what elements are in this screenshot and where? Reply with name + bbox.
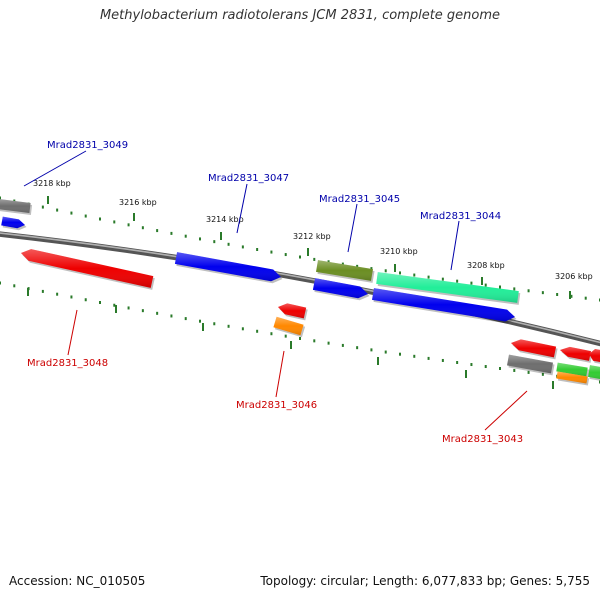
leader-3049 <box>23 150 87 187</box>
tick-label-3212: 3212 kbp <box>293 232 331 241</box>
gene-arrow[interactable] <box>273 316 306 338</box>
gene-arrow-gloss <box>312 278 368 299</box>
leader-3047 <box>236 183 248 234</box>
gene-arrow-gloss <box>588 365 600 380</box>
label-leaders <box>23 150 528 431</box>
leader-3046 <box>275 350 285 398</box>
gene-arrow[interactable] <box>278 303 308 321</box>
tick-label-3214: 3214 kbp <box>206 215 244 224</box>
gene-label-mrad2831-3046[interactable]: Mrad2831_3046 <box>236 400 317 411</box>
gene-label-mrad2831-3049[interactable]: Mrad2831_3049 <box>47 140 128 151</box>
gene-arrow[interactable] <box>507 354 555 376</box>
gene-arrow[interactable] <box>174 252 283 284</box>
page-title: Methylobacterium radiotolerans JCM 2831,… <box>99 8 501 23</box>
gene-arrow-gloss <box>278 303 307 319</box>
gene-label-mrad2831-3044[interactable]: Mrad2831_3044 <box>420 211 501 222</box>
gene-arrow-gloss <box>556 371 588 384</box>
leader-3045 <box>347 203 358 253</box>
gene-arrow[interactable] <box>556 371 590 386</box>
gene-arrow-gloss <box>589 349 600 363</box>
gene-arrow-gloss <box>556 362 588 377</box>
gene-arrow[interactable] <box>0 199 33 215</box>
leader-3048 <box>67 309 78 356</box>
gene-arrow[interactable] <box>21 249 155 290</box>
accession-text: Accession: NC_010505 <box>9 574 146 588</box>
gene-arrow-gloss <box>376 272 519 303</box>
tick-label-3218: 3218 kbp <box>33 179 71 188</box>
gene-arrow-gloss <box>507 354 553 374</box>
tick-label-3210: 3210 kbp <box>380 247 418 256</box>
tick-label-3206: 3206 kbp <box>555 272 593 281</box>
gene-arrow-gloss <box>372 288 515 322</box>
gene-arrow-gloss <box>511 339 557 358</box>
gene-arrow[interactable] <box>588 365 600 382</box>
genome-backbone <box>0 231 600 347</box>
gene-label-mrad2831-3043[interactable]: Mrad2831_3043 <box>442 434 523 445</box>
tick-marks <box>0 196 600 389</box>
gene-arrow[interactable] <box>556 362 590 379</box>
gene-arrow[interactable] <box>316 260 375 283</box>
gene-arrow-gloss <box>21 249 154 288</box>
gene-label-mrad2831-3047[interactable]: Mrad2831_3047 <box>208 173 289 184</box>
gene-arrow-gloss <box>316 260 373 281</box>
leader-3044 <box>450 220 460 271</box>
gene-label-mrad2831-3048[interactable]: Mrad2831_3048 <box>27 358 108 369</box>
gene-arrow[interactable] <box>511 339 558 360</box>
gene-arrow[interactable] <box>372 288 517 324</box>
gene-arrow[interactable] <box>376 272 521 305</box>
gene-arrow[interactable] <box>589 349 600 365</box>
gene-arrow[interactable] <box>312 278 370 301</box>
gene-features <box>0 199 600 386</box>
gene-arrow-gloss <box>174 252 281 282</box>
gene-arrow-gloss <box>1 216 25 229</box>
genome-summary-text: Topology: circular; Length: 6,077,833 bp… <box>260 574 590 588</box>
gene-label-mrad2831-3045[interactable]: Mrad2831_3045 <box>319 194 400 205</box>
gene-labels: Mrad2831_3049 Mrad2831_3047 Mrad2831_304… <box>27 140 523 445</box>
tick-labels: 3218 kbp 3216 kbp 3214 kbp 3212 kbp 3210… <box>33 179 593 281</box>
tick-label-3216: 3216 kbp <box>119 198 157 207</box>
leader-3043 <box>484 390 528 431</box>
tick-label-3208: 3208 kbp <box>467 261 505 270</box>
gene-arrow[interactable] <box>1 216 27 231</box>
gene-arrow-gloss <box>273 316 304 336</box>
gene-arrow-gloss <box>0 199 31 213</box>
genome-backbone-highlight <box>0 232 600 344</box>
gene-arrow-gloss <box>560 346 591 361</box>
gene-arrow[interactable] <box>560 346 593 363</box>
